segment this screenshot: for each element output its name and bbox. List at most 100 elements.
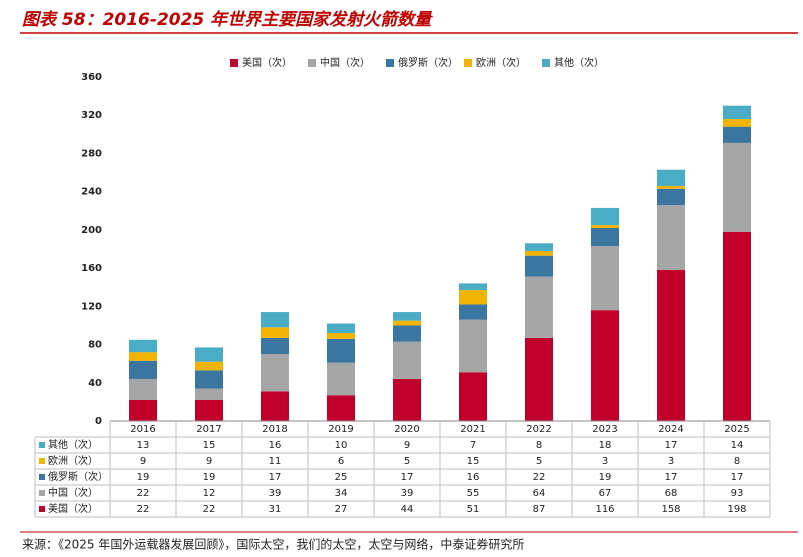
bar-segment [393,325,421,342]
bar-segment [195,370,223,389]
bar-segment [129,399,157,421]
table-cell: 22 [137,504,150,515]
y-tick-label: 200 [81,225,102,236]
bar-segment [657,169,685,186]
table-cell: 64 [533,488,546,499]
bar-segment [327,362,355,396]
table-cell: 19 [137,472,150,483]
table-row-label: 其他（次） [48,438,98,451]
table-cell: 15 [467,456,480,467]
bar-segment [459,283,487,291]
y-tick-label: 40 [88,378,102,389]
table-cell: 12 [203,488,216,499]
table-cell: 17 [665,440,678,451]
bar-segment [129,378,157,400]
bar-segment [129,360,157,379]
bar-segment [327,323,355,334]
table-cell: 22 [203,504,216,515]
bar-segment [657,188,685,206]
table-cell: 10 [335,440,348,451]
table-cell: 11 [269,456,282,467]
table-cell: 17 [731,472,744,483]
x-tick-label: 2025 [724,424,749,435]
x-tick-label: 2017 [196,424,221,435]
table-row-label: 中国（次） [48,486,98,499]
table-cell: 19 [203,472,216,483]
table-cell: 5 [404,456,410,467]
table-cell: 13 [137,440,150,451]
table-cell: 51 [467,504,480,515]
table-swatch [39,442,45,448]
bar-segment [591,207,619,226]
legend-label: 其他（次） [554,56,604,69]
x-tick-label: 2021 [460,424,485,435]
table-cell: 34 [335,488,348,499]
table-swatch [39,458,45,464]
table-swatch [39,474,45,480]
bar-segment [261,312,289,328]
legend-swatch [308,59,316,67]
legend-label: 欧洲（次） [476,56,526,69]
table-cell: 9 [404,440,410,451]
table-cell: 3 [668,456,674,467]
bar-segment [525,276,553,338]
bar-segment [459,372,487,421]
table-cell: 44 [401,504,414,515]
table-cell: 9 [140,456,146,467]
table-cell: 22 [533,472,546,483]
table-cell: 17 [401,472,414,483]
table-row-label: 俄罗斯（次） [48,470,108,483]
table-cell: 87 [533,504,546,515]
bar-segment [525,243,553,251]
table-cell: 31 [269,504,282,515]
bar-segment [129,339,157,353]
bar-segment [393,320,421,326]
table-cell: 22 [137,488,150,499]
table-row-label: 美国（次） [48,502,98,515]
table-cell: 17 [665,472,678,483]
bar-segment [459,290,487,305]
table-cell: 198 [727,504,746,515]
bar-segment [591,246,619,311]
y-tick-label: 280 [81,148,102,159]
legend-label: 中国（次） [320,56,370,69]
bar-segment [723,231,751,421]
legend-swatch [464,59,472,67]
table-cell: 39 [401,488,414,499]
table-cell: 17 [269,472,282,483]
y-tick-label: 0 [95,416,102,427]
table-cell: 19 [599,472,612,483]
table-cell: 6 [338,456,344,467]
bar-segment [195,347,223,362]
y-tick-label: 320 [81,110,102,121]
x-tick-label: 2018 [262,424,287,435]
bar-segment [459,319,487,373]
y-tick-label: 120 [81,301,102,312]
legend-swatch [386,59,394,67]
bar-segment [657,270,685,421]
legend-label: 美国（次） [242,56,292,69]
legend-label: 俄罗斯（次） [398,56,458,69]
x-tick-label: 2019 [328,424,353,435]
table-row-label: 欧洲（次） [48,454,98,467]
bar-segment [525,255,553,277]
bar-segment [723,126,751,143]
table-cell: 18 [599,440,612,451]
table-swatch [39,490,45,496]
bar-segment [393,341,421,379]
table-cell: 8 [536,440,542,451]
bar-segment [261,337,289,355]
table-cell: 116 [595,504,614,515]
bar-segment [327,395,355,421]
bar-segment [657,205,685,271]
table-cell: 15 [203,440,216,451]
table-cell: 14 [731,440,744,451]
bar-segment [459,304,487,320]
legend-swatch [230,59,238,67]
table-cell: 16 [467,472,480,483]
table-cell: 93 [731,488,744,499]
bar-segment [129,352,157,361]
y-tick-label: 360 [81,72,102,83]
bar-segment [591,225,619,228]
table-cell: 8 [734,456,740,467]
